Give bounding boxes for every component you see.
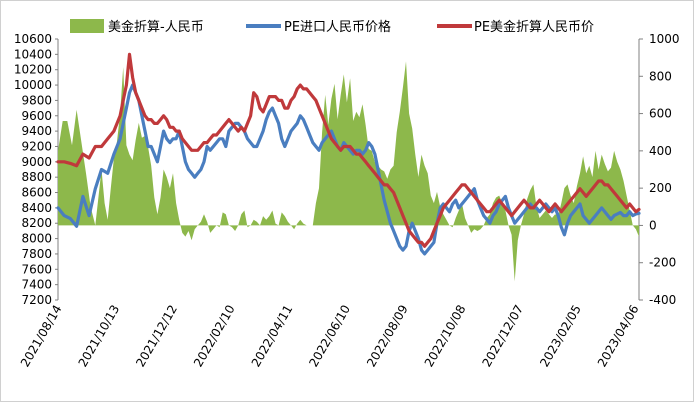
series-line-pe-usd (56, 52, 641, 248)
legend-label-pe-usd: PE美金折算人民币价 (474, 19, 594, 35)
left-axis-tick-label: 9000 (21, 155, 52, 169)
right-axis-tick-label: -200 (649, 256, 676, 270)
plot-area (56, 52, 641, 282)
left-axis-tick-label: 7800 (21, 247, 52, 261)
left-axis-tick-label: 9600 (21, 109, 52, 123)
right-axis-tick-label: 600 (649, 107, 672, 121)
left-axis-tick-label: 8800 (21, 170, 52, 184)
left-axis-tick-label: 10000 (14, 78, 52, 92)
right-axis-tick-label: 0 (649, 218, 657, 232)
left-axis-tick-label: 7200 (21, 293, 52, 307)
right-axis-tick-label: 800 (649, 69, 672, 83)
series-area-usd-minus-rmb (58, 61, 639, 282)
right-axis-tick-label: 1000 (649, 32, 680, 46)
left-axis-tick-label: 10200 (14, 63, 52, 77)
left-axis-tick-label: 8600 (21, 186, 52, 200)
left-axis-tick-label: 10600 (14, 32, 52, 46)
left-axis-tick-label: 7400 (21, 278, 52, 292)
right-axis-tick-label: -400 (649, 293, 676, 307)
left-axis-tick-label: 9400 (21, 124, 52, 138)
left-axis-tick-label: 9200 (21, 139, 52, 153)
legend: 美金折算-人民币 PE进口人民币价格 PE美金折算人民币价 (70, 19, 594, 35)
right-axis: 1000 800 600 400 200 0 -200 -400 (638, 32, 680, 307)
legend-label-pe-import: PE进口人民币价格 (284, 19, 391, 35)
right-axis-tick-label: 400 (649, 144, 672, 158)
legend-label-area: 美金折算-人民币 (108, 19, 204, 35)
right-axis-tick-label: 200 (649, 181, 672, 195)
left-axis-tick-label: 8400 (21, 201, 52, 215)
left-axis-tick-label: 9800 (21, 93, 52, 107)
legend-swatch-area (70, 19, 104, 33)
left-axis-tick-label: 8200 (21, 216, 52, 230)
left-axis-tick-label: 7600 (21, 262, 52, 276)
left-axis-tick-label: 8000 (21, 232, 52, 246)
left-axis-tick-label: 10400 (14, 47, 52, 61)
